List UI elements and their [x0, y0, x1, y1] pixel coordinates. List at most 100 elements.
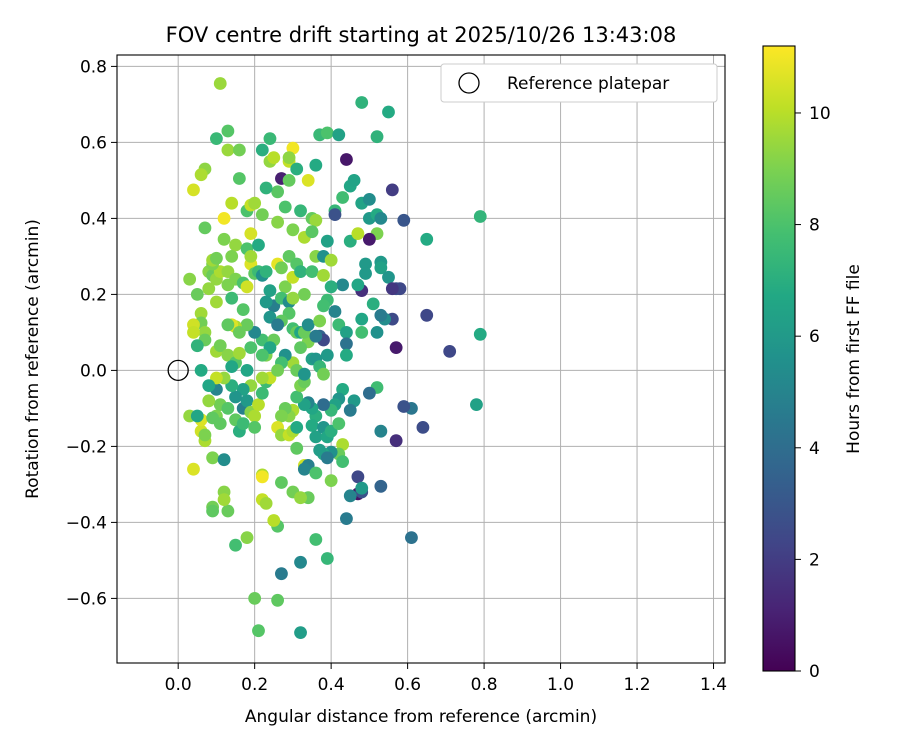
- x-tick-label: 1.2: [624, 675, 651, 695]
- scatter-point: [198, 221, 212, 235]
- legend: Reference platepar: [440, 63, 718, 103]
- scatter-point: [320, 451, 334, 465]
- scatter-point: [420, 232, 434, 246]
- scatter-point: [221, 402, 235, 415]
- scatter-point: [259, 265, 273, 278]
- scatter-point: [397, 400, 411, 413]
- scatter-point: [240, 364, 254, 377]
- scatter-point: [340, 337, 353, 351]
- scatter-point: [309, 430, 323, 444]
- y-tick-label: −0.2: [66, 437, 107, 457]
- scatter-point: [244, 341, 258, 354]
- scatter-point: [187, 462, 200, 476]
- scatter-point: [336, 278, 350, 292]
- scatter-point: [366, 297, 380, 311]
- scatter-point: [194, 364, 208, 377]
- scatter-point: [473, 327, 487, 341]
- scatter-point: [271, 215, 285, 229]
- scatter-point: [317, 299, 330, 313]
- scatter-point: [263, 284, 277, 297]
- y-axis-label: Rotation from reference (arcmin): [23, 219, 43, 499]
- scatter-point: [225, 291, 239, 305]
- scatter-point: [309, 158, 323, 172]
- x-tick-label: 0.8: [471, 675, 498, 695]
- x-tick-label: 0.6: [394, 675, 421, 695]
- scatter-point: [236, 417, 250, 430]
- scatter-point: [320, 348, 334, 362]
- scatter-point: [282, 151, 296, 165]
- scatter-point: [232, 172, 246, 185]
- scatter-point: [187, 326, 200, 339]
- colorbar-tick-label: 2: [809, 550, 820, 570]
- scatter-point: [236, 303, 250, 316]
- scatter-point: [278, 280, 292, 294]
- scatter-point: [202, 379, 216, 392]
- scatter-point: [210, 132, 223, 146]
- gridlines: [117, 55, 725, 663]
- y-tick-label: 0.2: [80, 285, 107, 305]
- scatter-point: [324, 280, 338, 294]
- scatter-point: [301, 174, 315, 187]
- scatter-point: [309, 213, 323, 227]
- scatter-point: [271, 364, 285, 377]
- scatter-point: [443, 345, 457, 358]
- scatter-point: [340, 512, 353, 525]
- scatter-point: [355, 326, 369, 339]
- x-tick-label: 0.4: [318, 675, 345, 695]
- scatter-point: [328, 208, 342, 222]
- scatter-point: [389, 434, 403, 448]
- scatter-point: [320, 552, 334, 565]
- scatter-point: [206, 504, 219, 518]
- scatter-point: [340, 153, 353, 166]
- scatter-point: [217, 212, 231, 225]
- scatter-point: [294, 341, 307, 354]
- scatter-point: [324, 253, 338, 267]
- scatter-point: [198, 428, 212, 442]
- scatter-point: [271, 185, 285, 199]
- scatter-point: [221, 318, 235, 332]
- scatter-point: [294, 626, 307, 639]
- scatter-point: [255, 348, 269, 362]
- scatter-point: [229, 238, 242, 252]
- scatter-point: [290, 390, 304, 404]
- scatter-point: [217, 232, 231, 246]
- scatter-point: [225, 360, 239, 373]
- scatter-point: [370, 326, 384, 339]
- scatter-point: [294, 204, 307, 218]
- scatter-point: [259, 295, 273, 309]
- scatter-point: [317, 367, 330, 381]
- scatter-point: [221, 504, 235, 518]
- scatter-point: [267, 514, 281, 527]
- scatter-point: [221, 143, 235, 157]
- scatter-point: [255, 386, 269, 400]
- scatter-point: [259, 497, 273, 510]
- scatter-point: [374, 308, 388, 322]
- scatter-point: [248, 409, 262, 423]
- y-tick-label: 0.6: [80, 133, 107, 153]
- scatter-point: [248, 592, 262, 605]
- scatter-point: [286, 223, 300, 237]
- scatter-point: [213, 339, 227, 353]
- scatter-point: [355, 96, 369, 109]
- chart-title: FOV centre drift starting at 2025/10/26 …: [166, 23, 677, 47]
- scatter-point: [244, 227, 258, 241]
- scatter-point: [183, 272, 197, 286]
- scatter-point: [217, 453, 231, 467]
- reference-platepar-marker: [167, 359, 189, 382]
- scatter-point: [385, 282, 399, 296]
- scatter-point: [282, 174, 296, 187]
- colorbar-tick-label: 10: [809, 104, 831, 124]
- scatter-point: [286, 291, 300, 305]
- x-tick-label: 0.2: [241, 675, 268, 695]
- scatter-point: [221, 124, 235, 138]
- scatter-point: [225, 196, 239, 210]
- scatter-point: [340, 348, 353, 362]
- scatter-point: [263, 132, 277, 146]
- scatter-point: [374, 424, 388, 438]
- legend-label-reference-platepar: Reference platepar: [507, 74, 669, 94]
- scatter-point: [362, 232, 376, 246]
- scatter-point: [362, 193, 376, 206]
- scatter-point: [301, 318, 315, 332]
- scatter-point: [244, 250, 258, 263]
